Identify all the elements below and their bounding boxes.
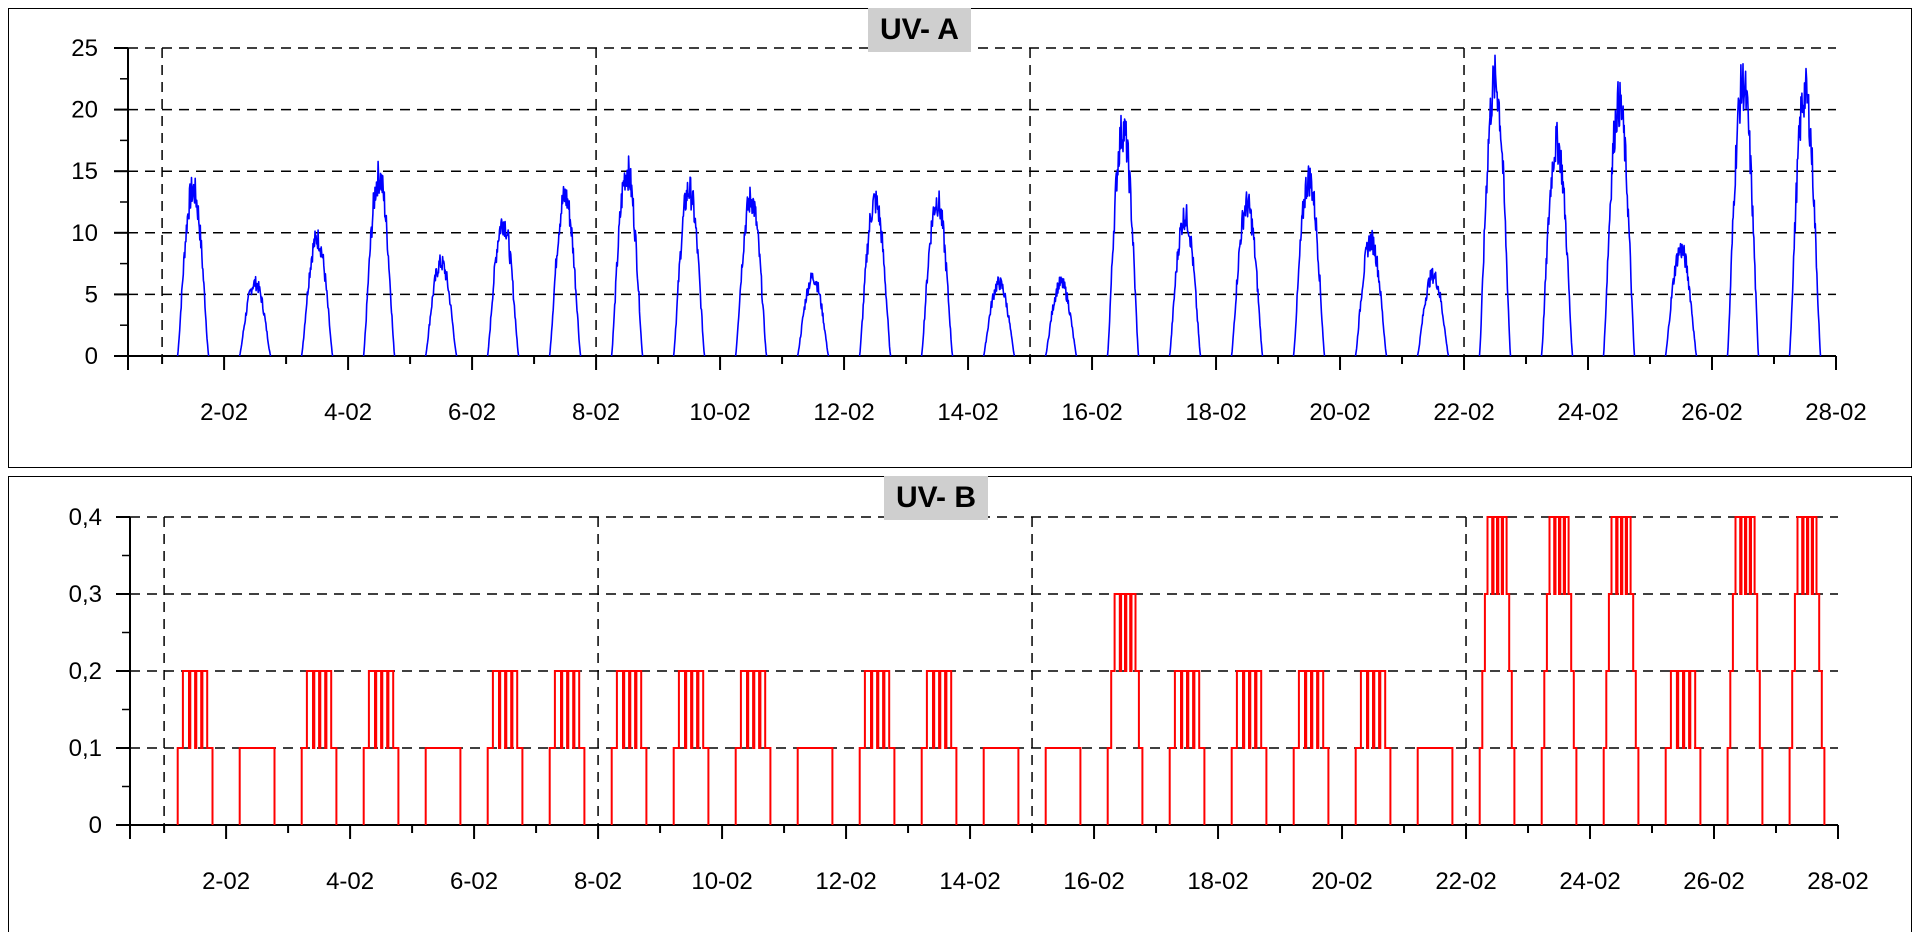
uva-x-tick-label: 12-02 [813, 399, 874, 426]
uva-day-curve [796, 272, 830, 357]
uvb-y-tick-label: 0,4 [69, 504, 102, 531]
uvb-day-curve [1726, 516, 1764, 825]
uvb-day-curve [1540, 516, 1578, 825]
uvb-chart-title: UV- B [884, 476, 989, 520]
uvb-x-tick-label: 20-02 [1311, 868, 1372, 895]
uva-x-tick-label: 10-02 [689, 399, 750, 426]
uvb-day-curve [1416, 747, 1454, 825]
uva-x-tick-label: 16-02 [1061, 399, 1122, 426]
uvb-day-curve [238, 747, 276, 825]
uva-x-tick-label: 20-02 [1309, 399, 1370, 426]
uvb-day-curve [796, 747, 834, 825]
uvb-day-curve [858, 670, 896, 825]
uvb-day-curve [982, 747, 1020, 825]
uvb-x-tick-label: 28-02 [1807, 868, 1868, 895]
uva-day-curve [1044, 276, 1078, 357]
uva-day-curve [176, 176, 210, 357]
uvb-day-curve [920, 670, 958, 825]
uva-y-tick-label: 0 [85, 343, 98, 370]
uva-day-curve [548, 185, 582, 357]
uvb-day-curve [176, 670, 214, 825]
uvb-y-tick-label: 0 [89, 812, 102, 839]
uvb-y-tick-label: 0,3 [69, 581, 102, 608]
uva-day-curve [1788, 67, 1822, 357]
uva-day-curve [1540, 121, 1574, 357]
uva-day-curve [1292, 165, 1326, 357]
uvb-day-curve [1602, 516, 1640, 825]
uvb-x-tick-label: 16-02 [1063, 868, 1124, 895]
uvb-day-curve [610, 670, 648, 825]
uvb-day-curve [1044, 747, 1082, 825]
uvb-day-curve [300, 670, 338, 825]
uvb-x-tick-label: 26-02 [1683, 868, 1744, 895]
uva-day-curve [362, 160, 396, 357]
uva-day-curve [1106, 114, 1140, 357]
uvb-day-curve [1478, 516, 1516, 825]
uva-day-curve [300, 229, 334, 357]
uvb-x-tick-label: 6-02 [450, 868, 498, 895]
uva-day-curve [982, 276, 1016, 357]
uva-x-tick-label: 26-02 [1681, 399, 1742, 426]
uva-plot: 0 5 10 15 20 25 2-02 4-02 6-02 8-02 10-02 12-02 14-0… [71, 35, 1866, 426]
uva-day-curve [920, 190, 954, 357]
uva-day-curve [1416, 267, 1450, 357]
uva-chart-title: UV- A [868, 8, 971, 52]
uvb-day-curve [548, 670, 586, 825]
uva-x-tick-label: 8-02 [572, 399, 620, 426]
uvb-day-curve [424, 747, 462, 825]
uva-day-curve [1478, 54, 1512, 357]
uva-x-tick-label: 22-02 [1433, 399, 1494, 426]
uvb-x-tick-label: 8-02 [574, 868, 622, 895]
uva-day-curve [672, 176, 706, 357]
uvb-x-tick-label: 10-02 [691, 868, 752, 895]
uva-day-curve [1354, 229, 1388, 357]
uva-y-tick-label: 5 [85, 281, 98, 308]
uva-y-tick-label: 10 [71, 220, 98, 247]
uva-y-tick-label: 20 [71, 97, 98, 124]
uva-chart-panel [8, 8, 1912, 468]
uvb-day-curve [1788, 516, 1826, 825]
uvb-x-tick-label: 14-02 [939, 868, 1000, 895]
uva-day-curve [424, 254, 458, 357]
uvb-y-tick-label: 0,2 [69, 658, 102, 685]
uva-day-curve [1664, 242, 1698, 357]
uva-x-tick-label: 18-02 [1185, 399, 1246, 426]
uva-x-tick-label: 28-02 [1805, 399, 1866, 426]
uvb-x-tick-label: 12-02 [815, 868, 876, 895]
uva-day-curve [858, 190, 892, 357]
uva-day-curve [1168, 204, 1202, 357]
uvb-day-curve [734, 670, 772, 825]
uvb-x-tick-label: 18-02 [1187, 868, 1248, 895]
uva-x-tick-label: 6-02 [448, 399, 496, 426]
uvb-plot: 0 0,1 0,2 0,3 0,4 2-02 4-02 6-02 8-02 10-02 12-02 1… [69, 504, 1869, 895]
uva-day-curve [238, 275, 272, 357]
uva-x-tick-label: 14-02 [937, 399, 998, 426]
uvb-day-curve [486, 670, 524, 825]
uvb-day-curve [1354, 670, 1392, 825]
uva-x-tick-label: 24-02 [1557, 399, 1618, 426]
uvb-day-curve [1292, 670, 1330, 825]
uva-day-curve [734, 186, 768, 357]
uvb-day-curve [672, 670, 710, 825]
uvb-day-curve [362, 670, 400, 825]
uva-day-curve [1726, 62, 1760, 357]
uvb-x-tick-label: 4-02 [326, 868, 374, 895]
uva-y-tick-label: 15 [71, 158, 98, 185]
uva-x-tick-label: 2-02 [200, 399, 248, 426]
uvb-day-curve [1106, 593, 1144, 825]
uva-day-curve [486, 218, 520, 357]
uva-y-tick-label: 25 [71, 35, 98, 62]
uvb-x-tick-label: 24-02 [1559, 868, 1620, 895]
uvb-day-curve [1168, 670, 1206, 825]
uvb-day-curve [1664, 670, 1702, 825]
uvb-y-tick-label: 0,1 [69, 735, 102, 762]
uva-x-tick-label: 4-02 [324, 399, 372, 426]
uva-day-curve [1602, 81, 1636, 357]
uvb-day-curve [1230, 670, 1268, 825]
uva-day-curve [610, 155, 644, 357]
uvb-x-tick-label: 2-02 [202, 868, 250, 895]
uvb-x-tick-label: 22-02 [1435, 868, 1496, 895]
uva-day-curve [1230, 191, 1264, 357]
